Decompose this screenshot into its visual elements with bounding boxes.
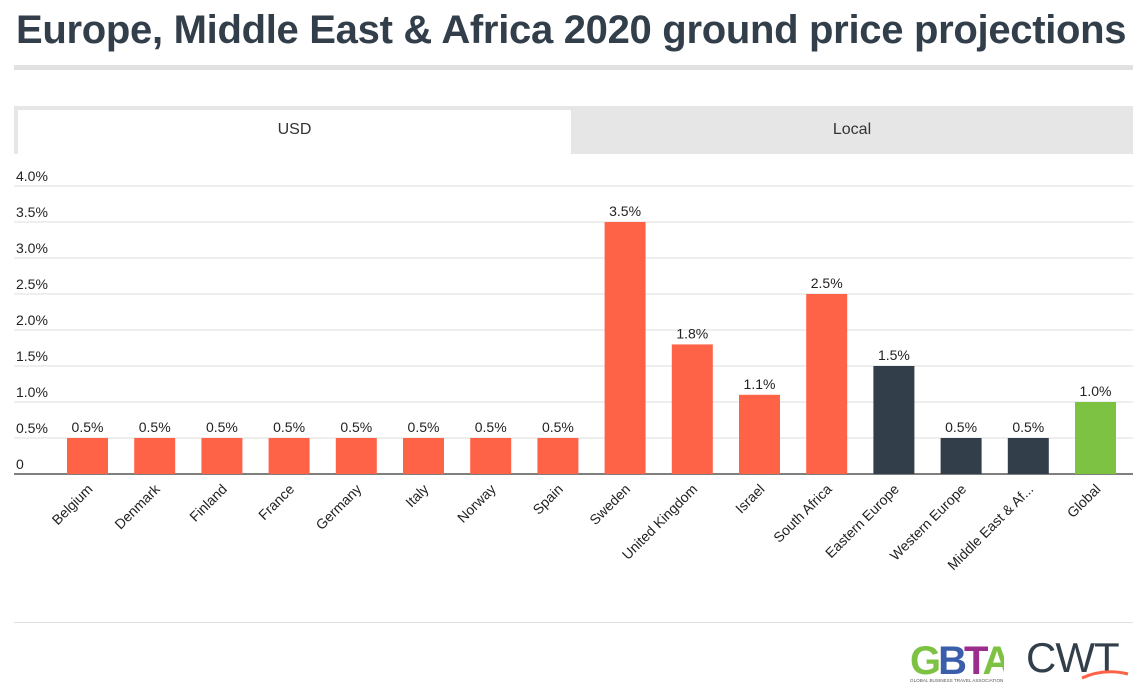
data-label: 0.5% [542,419,574,435]
y-tick-label: 1.5% [16,348,48,364]
x-tick-label: Denmark [111,480,163,532]
data-label: 1.8% [676,325,708,341]
x-tick-label: Israel [732,481,768,517]
y-tick-label: 4.0% [16,170,48,184]
x-tick-label: Global [1064,481,1104,521]
x-tick-label: Finland [186,481,230,525]
data-label: 1.1% [744,376,776,392]
y-tick-label: 0 [16,456,24,472]
data-label: 3.5% [609,203,641,219]
bar[interactable] [67,438,108,474]
x-tick-label: France [255,481,297,523]
data-label: 0.5% [206,419,238,435]
bar[interactable] [604,222,646,474]
cwt-logo: CWT [1026,634,1129,681]
bar[interactable] [739,394,780,474]
x-tick-label: Sweden [586,481,633,528]
bar[interactable] [134,438,176,474]
svg-text:GLOBAL BUSINESS TRAVEL ASSOCIA: GLOBAL BUSINESS TRAVEL ASSOCIATION [910,678,1003,683]
page-title: Europe, Middle East & Africa 2020 ground… [16,8,1127,52]
x-tick-label: Italy [402,481,431,510]
bar[interactable] [671,344,713,474]
x-tick-label: Belgium [49,481,96,528]
tab-local[interactable]: Local [832,121,872,138]
data-label: 2.5% [811,275,843,291]
title-divider [14,65,1133,70]
y-tick-label: 3.5% [16,204,48,220]
data-label: 1.0% [1080,383,1112,399]
bar[interactable] [537,438,579,474]
data-label: 1.5% [878,347,910,363]
x-tick-label: Norway [454,481,499,526]
x-tick-label: Germany [312,481,364,533]
bar-chart: 0 0.5% 1.0% 1.5% 2.0% 2.5% 3.0% 3.5% 4.0% 0.5% Bel… [14,170,1133,573]
bar[interactable] [873,366,915,474]
data-label: 0.5% [273,419,305,435]
data-label: 0.5% [475,419,507,435]
data-label: 0.5% [1012,419,1044,435]
svg-text:CWT: CWT [1026,634,1119,681]
bar[interactable] [806,294,848,474]
bar[interactable] [1075,402,1116,474]
bar[interactable] [470,438,512,474]
data-label: 0.5% [72,419,104,435]
data-label: 0.5% [945,419,977,435]
bar[interactable] [403,438,444,474]
y-tick-label: 0.5% [16,420,48,436]
x-tick-label: Spain [529,481,566,518]
y-tick-label: 2.0% [16,312,48,328]
data-label: 0.5% [139,419,171,435]
currency-tabs: USD Local [14,106,1133,154]
bar[interactable] [268,438,310,474]
x-tick-label: South Africa [770,481,835,546]
gbta-logo: GBTA GLOBAL BUSINESS TRAVEL ASSOCIATION [910,639,1004,683]
tab-usd[interactable]: USD [18,110,571,154]
svg-text:GBTA: GBTA [910,639,1004,683]
y-tick-label: 1.0% [16,384,48,400]
bar[interactable] [940,438,982,474]
y-tick-label: 2.5% [16,276,48,292]
bar[interactable] [1007,438,1049,474]
y-tick-label: 3.0% [16,240,48,256]
bar[interactable] [201,438,243,474]
bar[interactable] [335,438,377,474]
data-label: 0.5% [340,419,372,435]
footer-divider [14,622,1133,623]
data-label: 0.5% [408,419,440,435]
